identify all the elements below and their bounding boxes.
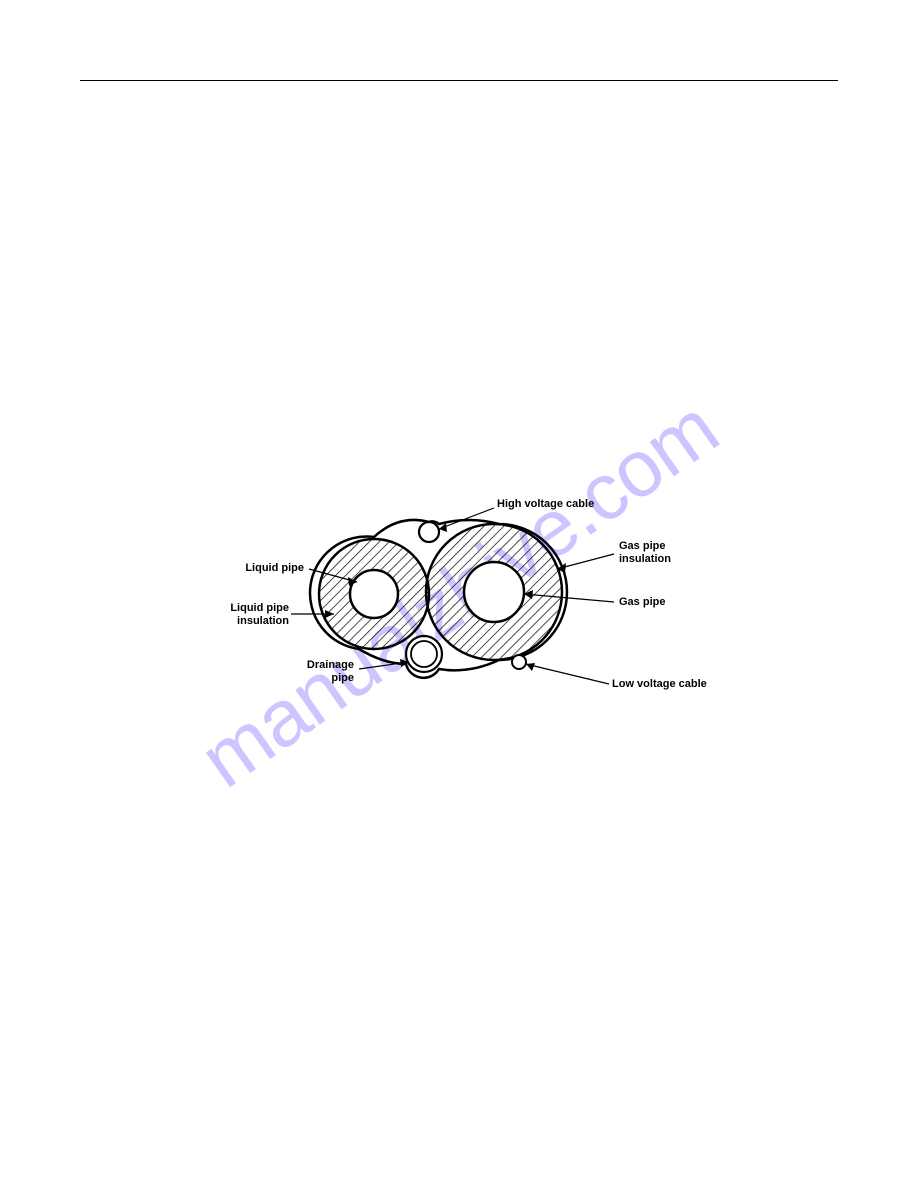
high-voltage-cable [419,522,439,542]
horizontal-rule [80,80,838,81]
label-liquid-pipe: Liquid pipe [245,562,304,574]
low-voltage-cable [512,655,526,669]
liquid-pipe [350,570,398,618]
label-high-voltage-cable: High voltage cable [497,498,594,510]
label-low-voltage-cable: Low voltage cable [612,678,707,690]
label-drainage-pipe: Drainagepipe [307,659,354,684]
gas-pipe-insulation [421,519,571,669]
pipe-bundle-diagram: High voltage cable Gas pipeinsulation Ga… [199,474,719,714]
drainage-pipe [406,636,442,672]
label-gas-pipe-insulation: Gas pipeinsulation [619,540,671,565]
page: manualzhive.com [0,0,918,1188]
label-gas-pipe: Gas pipe [619,596,665,608]
liquid-pipe-insulation [314,534,434,654]
gas-pipe [464,562,524,622]
label-liquid-pipe-insulation: Liquid pipeinsulation [230,602,289,627]
